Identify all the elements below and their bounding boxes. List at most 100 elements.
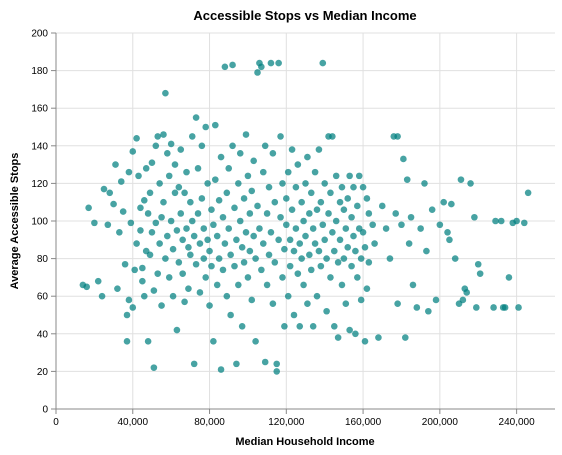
data-point	[211, 121, 219, 129]
data-point	[271, 198, 279, 206]
data-point	[248, 187, 256, 195]
data-point	[137, 227, 144, 234]
data-point	[459, 296, 467, 304]
data-point	[474, 260, 482, 268]
data-point	[309, 225, 317, 232]
data-point	[196, 240, 204, 247]
data-point	[323, 255, 330, 262]
data-point	[350, 183, 357, 191]
data-point	[334, 334, 342, 341]
data-point	[342, 225, 350, 232]
data-point	[296, 240, 304, 247]
data-point	[284, 168, 292, 176]
data-point	[267, 228, 275, 236]
data-point	[215, 197, 223, 204]
data-point	[210, 221, 217, 229]
data-point	[361, 338, 369, 345]
data-point	[119, 208, 127, 215]
data-point	[146, 251, 154, 259]
data-point	[217, 366, 225, 373]
data-point	[294, 270, 302, 277]
data-point	[204, 180, 211, 187]
data-point	[306, 251, 313, 259]
data-point	[165, 274, 173, 281]
data-point	[133, 134, 140, 142]
x-tick-label: 240,000	[499, 417, 536, 428]
data-point	[371, 240, 378, 247]
data-point	[440, 198, 447, 206]
data-point	[200, 255, 208, 262]
data-point	[319, 59, 327, 67]
data-point	[142, 165, 150, 172]
data-point	[240, 195, 248, 202]
data-point	[275, 236, 282, 244]
data-point	[131, 266, 138, 274]
data-point	[171, 161, 179, 168]
data-point	[300, 281, 307, 289]
data-point	[192, 114, 200, 121]
data-point	[213, 281, 221, 289]
data-point	[169, 245, 177, 253]
data-point	[238, 322, 246, 330]
data-point	[173, 326, 181, 334]
data-point	[148, 228, 156, 236]
data-point	[225, 225, 233, 232]
data-point	[402, 334, 409, 341]
data-point	[137, 204, 144, 212]
data-point	[254, 202, 261, 210]
data-point	[133, 240, 140, 247]
data-point	[436, 221, 444, 229]
data-point	[167, 140, 175, 148]
data-point	[231, 204, 238, 212]
x-axis-title: Median Household Income	[235, 436, 374, 448]
data-point	[150, 287, 158, 294]
data-point	[125, 296, 133, 304]
chart-title: Accessible Stops vs Median Income	[193, 8, 416, 23]
data-point	[144, 338, 152, 345]
data-point	[150, 364, 158, 371]
data-point	[190, 360, 198, 368]
data-point	[261, 358, 269, 366]
data-point	[250, 157, 257, 165]
data-point	[281, 245, 288, 253]
data-point	[520, 219, 528, 227]
data-point	[164, 232, 171, 240]
data-point	[354, 202, 361, 210]
data-point	[323, 307, 330, 315]
data-point	[473, 304, 480, 311]
y-tick-label: 200	[31, 29, 48, 40]
data-point	[167, 217, 175, 225]
data-point	[259, 240, 267, 247]
data-point	[91, 219, 98, 227]
data-point	[298, 198, 305, 206]
data-point	[330, 247, 338, 255]
data-point	[144, 210, 152, 217]
data-point	[378, 202, 386, 210]
y-tick-label: 0	[42, 405, 48, 416]
data-point	[156, 240, 163, 247]
data-point	[361, 244, 369, 251]
data-point	[359, 228, 367, 236]
data-point	[283, 221, 290, 229]
data-point	[183, 168, 190, 176]
data-point	[202, 274, 209, 281]
data-point	[467, 180, 474, 187]
data-point	[336, 198, 344, 206]
data-point	[515, 304, 522, 311]
data-point	[221, 63, 229, 71]
data-point	[421, 180, 428, 187]
data-point	[392, 210, 400, 217]
data-point	[187, 251, 194, 259]
data-point	[233, 236, 240, 244]
data-point	[386, 255, 394, 262]
data-point	[269, 300, 277, 308]
data-point	[252, 338, 259, 345]
data-point	[505, 274, 513, 281]
data-point	[217, 153, 225, 161]
data-point	[165, 172, 173, 180]
data-point	[267, 59, 275, 67]
data-point	[490, 304, 497, 311]
data-point	[229, 61, 236, 69]
data-point	[210, 338, 217, 345]
data-point	[407, 213, 415, 221]
